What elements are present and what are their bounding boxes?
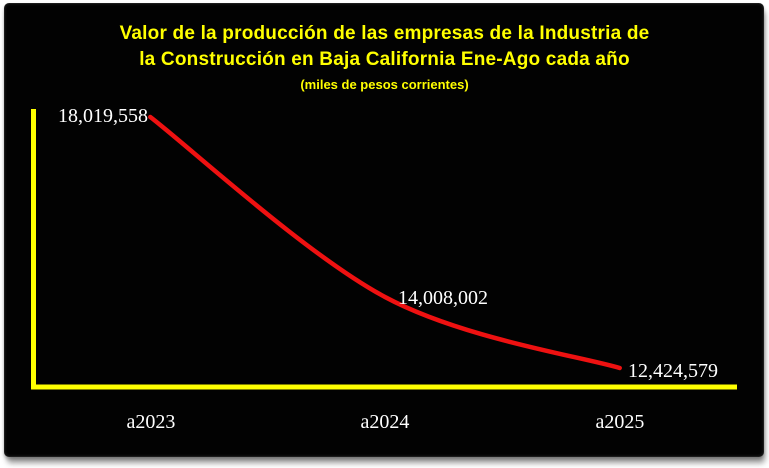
chart-title-line-1: Valor de la producción de las empresas d…: [119, 23, 650, 44]
chart-title-line-2: la Construcción en Baja California Ene-A…: [139, 49, 630, 70]
x-axis-label-a2024: a2024: [360, 411, 410, 433]
x-axis-label-a2023: a2023: [126, 411, 176, 433]
value-label-a2023: 18,019,558: [58, 105, 148, 127]
x-axis-label-a2025: a2025: [595, 411, 645, 433]
chart-title: Valor de la producción de las empresas d…: [0, 21, 769, 93]
value-label-a2025: 12,424,579: [628, 360, 718, 382]
chart-subtitle: (miles de pesos corrientes): [300, 77, 469, 92]
value-label-a2024: 14,008,002: [398, 287, 488, 309]
